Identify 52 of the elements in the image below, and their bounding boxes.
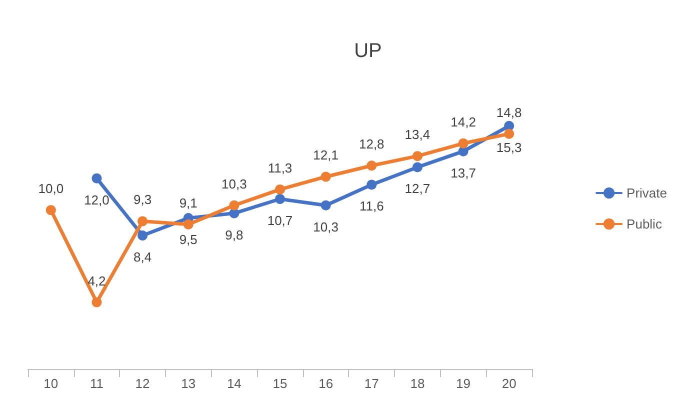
point	[275, 184, 285, 194]
data-label: 4,2	[88, 273, 106, 288]
data-label: 9,5	[179, 232, 198, 248]
x-tick-label: 15	[272, 376, 288, 391]
point	[275, 194, 285, 204]
legend-label: Public	[626, 216, 662, 232]
data-label: 11,3	[268, 160, 292, 176]
data-label: 14,8	[496, 104, 522, 120]
point	[92, 297, 102, 308]
point	[412, 162, 422, 172]
data-label: 15,3	[496, 140, 522, 155]
x-tick-label: 19	[456, 376, 471, 391]
point	[320, 172, 331, 182]
point	[183, 219, 194, 230]
data-label: 8,4	[134, 250, 152, 265]
x-tick-label: 17	[364, 376, 379, 391]
x-tick-label: 13	[181, 376, 196, 391]
data-label: 13,7	[450, 165, 476, 180]
point	[229, 200, 240, 210]
point	[366, 180, 377, 190]
x-tick-label: 18	[410, 376, 425, 391]
data-label: 13,4	[404, 127, 430, 142]
data-label: 9,8	[225, 227, 244, 242]
x-tick-label: 20	[502, 376, 516, 391]
x-tick-label: 16	[318, 376, 334, 391]
point	[366, 160, 377, 171]
point	[92, 173, 102, 184]
data-label: 12,0	[84, 192, 110, 208]
data-label: 9,1	[179, 195, 198, 210]
x-tick-label: 14	[226, 376, 242, 391]
data-label: 9,3	[134, 192, 152, 208]
chart-title: UP	[354, 40, 382, 62]
point	[46, 205, 56, 216]
point	[504, 128, 514, 139]
x-tick-label: 10	[44, 376, 58, 391]
x-tick-label: 11	[90, 376, 104, 391]
point	[458, 138, 468, 148]
legend-label: Private	[626, 186, 668, 200]
data-label: 10,3	[222, 176, 247, 192]
point	[412, 151, 422, 162]
data-label: 12,1	[313, 148, 338, 163]
point	[320, 200, 331, 210]
point	[138, 230, 148, 241]
data-label: 10,3	[313, 219, 338, 234]
data-label: 10,7	[267, 212, 293, 228]
data-label: 11,6	[359, 198, 384, 214]
data-label: 14,2	[450, 114, 476, 130]
x-tick-label: 12	[135, 376, 150, 391]
data-label: 10,0	[38, 181, 64, 196]
data-label: 12,7	[404, 181, 430, 196]
data-label: 12,8	[358, 136, 384, 152]
point	[138, 216, 148, 226]
